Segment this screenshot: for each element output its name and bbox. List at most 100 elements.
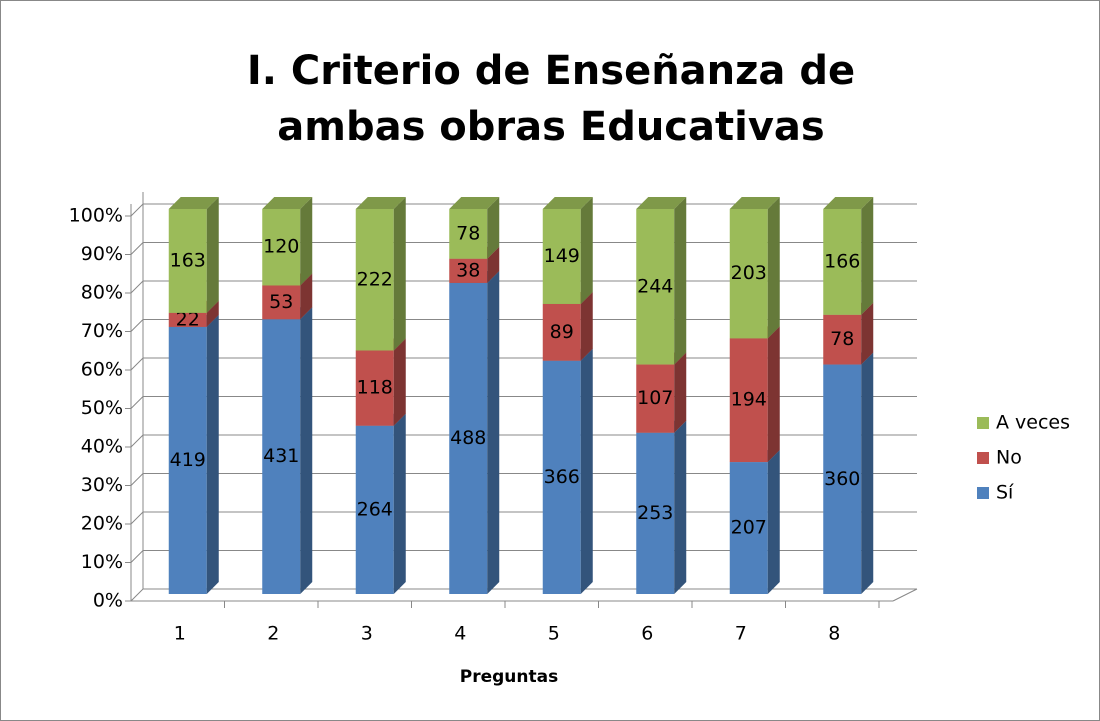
bar-side (861, 302, 874, 365)
data-label: 488 (450, 427, 486, 449)
legend-swatch (977, 417, 989, 429)
bar-side (300, 273, 313, 320)
x-tick-label: 2 (267, 623, 279, 645)
bar-side (206, 197, 219, 313)
data-label: 222 (357, 268, 393, 290)
data-label: 253 (637, 502, 673, 524)
data-label: 360 (824, 468, 860, 490)
grid-line (125, 203, 917, 217)
data-label: 264 (357, 498, 393, 520)
bar (823, 314, 862, 365)
bar-side (767, 326, 780, 463)
floor-line (892, 588, 918, 602)
bar (262, 209, 301, 286)
data-label: 38 (456, 259, 480, 281)
bar-top (449, 197, 500, 209)
grid-line (125, 550, 917, 563)
data-label: 194 (731, 389, 767, 411)
x-tick-label: 7 (735, 623, 747, 645)
bar (542, 360, 581, 594)
bar (823, 364, 862, 594)
bar-top (729, 197, 780, 209)
data-label: 89 (550, 321, 574, 343)
bar-side (767, 197, 780, 339)
grid-line (125, 588, 917, 602)
bar-top (542, 197, 593, 209)
bar-top (262, 197, 313, 209)
bar (636, 364, 675, 433)
bar (542, 303, 581, 361)
y-tick-label: 20% (81, 513, 123, 535)
legend-label: Sí (996, 482, 1014, 504)
bar (636, 432, 675, 594)
bar-side (300, 197, 313, 286)
bar-side (393, 197, 406, 351)
bar-side (767, 450, 780, 594)
x-tick-label: 1 (174, 623, 186, 645)
bar-side (861, 352, 874, 594)
y-tick-label: 50% (81, 397, 123, 419)
bar (542, 209, 581, 304)
bar-side (393, 413, 406, 594)
bar (449, 209, 488, 259)
bar-side (487, 270, 500, 594)
bar-top (168, 197, 219, 209)
x-tick-label: 8 (828, 623, 840, 645)
bar-side (300, 307, 313, 594)
bar-top (636, 197, 687, 209)
data-label: 149 (544, 245, 580, 267)
grid-line (125, 357, 917, 371)
y-tick-label: 30% (81, 474, 123, 496)
bar-side (580, 348, 593, 594)
data-label: 78 (830, 328, 854, 350)
x-tick-label: 3 (361, 623, 373, 645)
bar (729, 338, 768, 463)
legend-swatch (977, 487, 989, 499)
y-tick-label: 70% (81, 320, 123, 342)
bar-side (206, 300, 219, 327)
bar-top (355, 197, 406, 209)
bar-side (674, 197, 687, 365)
y-tick-label: 90% (81, 243, 123, 265)
x-tick-label: 4 (454, 623, 466, 645)
grid-line (125, 396, 917, 409)
bar-side (861, 197, 874, 315)
bar-side (393, 338, 406, 426)
bar (636, 209, 675, 365)
bar-side (580, 197, 593, 304)
data-label: 166 (824, 250, 860, 272)
legend-swatch (977, 452, 989, 464)
x-tick-label: 6 (641, 623, 653, 645)
data-label: 22 (176, 308, 200, 330)
x-tick-label: 5 (548, 623, 560, 645)
data-label: 120 (263, 236, 299, 258)
data-label: 163 (170, 249, 206, 271)
bar-side (487, 197, 500, 259)
bar (168, 312, 207, 327)
bar (449, 282, 488, 594)
data-label: 207 (731, 517, 767, 539)
grid-line (125, 473, 917, 486)
y-tick-label: 60% (81, 359, 123, 381)
grid-line (125, 280, 917, 294)
bar (355, 350, 394, 426)
data-label: 118 (357, 377, 393, 399)
chart-title: I. Criterio de Enseñanza de ambas obras … (246, 48, 856, 150)
y-tick-label: 40% (81, 436, 123, 458)
grid-line (125, 319, 917, 332)
data-label: 203 (731, 262, 767, 284)
x-axis-title: Preguntas (460, 667, 558, 687)
y-tick-label: 100% (69, 205, 123, 227)
bar-side (674, 420, 687, 594)
data-label: 107 (637, 387, 673, 409)
bar-side (674, 352, 687, 433)
bar-side (206, 314, 219, 594)
data-label: 78 (456, 222, 480, 244)
bar (168, 326, 207, 594)
bar (449, 258, 488, 283)
y-tick-label: 0% (93, 590, 123, 612)
bar (729, 462, 768, 594)
grid-line (125, 242, 917, 255)
